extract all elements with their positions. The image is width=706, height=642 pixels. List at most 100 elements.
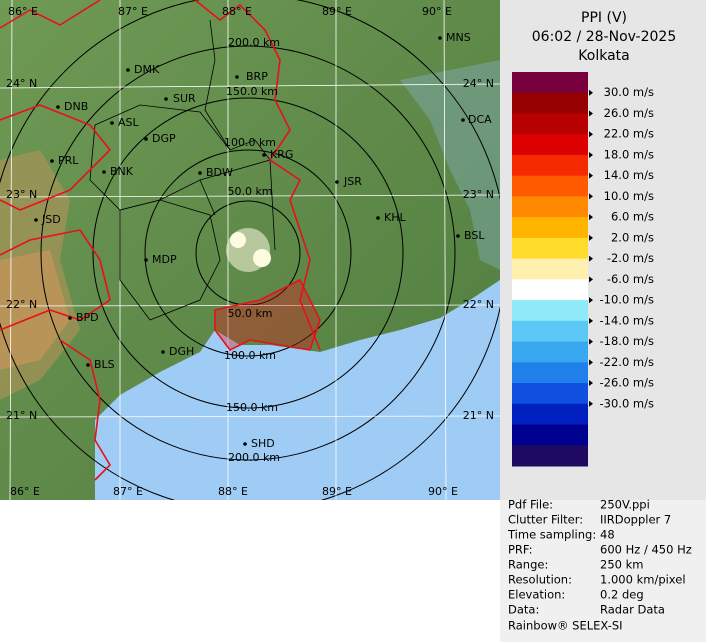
city-dots [34, 36, 465, 446]
city-labels: MNS DMK BRP SUR DNB ASL DCA DGP PRL BNK … [41, 31, 492, 450]
legend-tick [589, 193, 593, 200]
lat-label: 24° N [463, 77, 494, 90]
legend-tick [589, 151, 593, 158]
legend-label: 26.0 m/s [604, 106, 654, 120]
rivers [400, 60, 500, 270]
legend-swatch [512, 279, 588, 301]
legend-tick [589, 89, 593, 96]
ring-label: 100.0 km [224, 349, 276, 362]
legend-label: 18.0 m/s [604, 147, 654, 161]
sea [95, 280, 500, 500]
city-label: KHL [384, 211, 406, 224]
info-value: IIRDoppler 7 [600, 513, 671, 527]
legend-label: 10.0 m/s [604, 189, 654, 203]
legend-swatch [512, 424, 588, 446]
legend-label: 14.0 m/s [604, 168, 654, 182]
map: MNS DMK BRP SUR DNB ASL DCA DGP PRL BNK … [0, 0, 500, 500]
legend-swatch [512, 362, 588, 384]
legend-label: -26.0 m/s [600, 376, 654, 390]
legend-swatch [512, 175, 588, 197]
city-label: JSR [343, 175, 362, 188]
info-value: 0.2 deg [600, 588, 644, 602]
city-label: BSL [464, 229, 485, 242]
ring-label: 200.0 km [228, 451, 280, 464]
legend-tick [589, 276, 593, 283]
city-label: BLS [94, 358, 115, 371]
info-panel [500, 500, 706, 642]
radar-echo [226, 228, 271, 272]
lat-label: 21° N [6, 409, 37, 422]
legend-tick [589, 255, 593, 262]
info-key: Time sampling: [507, 528, 596, 542]
legend-tick [589, 172, 593, 179]
legend-swatch [512, 237, 588, 260]
city-label: DMK [134, 63, 160, 76]
ring-label: 150.0 km [226, 85, 278, 98]
legend-tick [589, 338, 593, 345]
ring [92, 97, 404, 409]
info-value: 48 [600, 528, 615, 542]
lat-label: 23° N [6, 188, 37, 201]
legend-swatch [512, 445, 588, 467]
hills [0, 250, 70, 370]
lon-label: 86° E [8, 5, 38, 18]
lon-label: 88° E [222, 5, 252, 18]
legend-swatch [512, 72, 588, 94]
legend-swatch [512, 383, 588, 405]
legend-tick [589, 297, 593, 304]
city-label: MDP [152, 253, 177, 266]
legend-label: -10.0 m/s [600, 293, 654, 307]
city-label: DGP [152, 132, 176, 145]
info-key: Data: [508, 603, 539, 617]
legend-label: -2.0 m/s [607, 251, 654, 265]
city-label: ASL [118, 116, 140, 129]
legend-label: -22.0 m/s [600, 355, 654, 369]
lon-label: 87° E [113, 485, 143, 498]
ring-label: 50.0 km [227, 185, 272, 198]
city-label: DNB [64, 100, 88, 113]
lat-label: 23° N [463, 188, 494, 201]
city-label: PRL [58, 154, 79, 167]
legend-label: 22.0 m/s [604, 127, 654, 141]
city-label: BNK [110, 165, 134, 178]
lon-label: 90° E [422, 5, 452, 18]
lon-label: 86° E [10, 485, 40, 498]
legend-swatch [512, 134, 588, 156]
city-label: BRP [246, 70, 268, 83]
ring [195, 200, 301, 306]
legend-label: -14.0 m/s [600, 313, 654, 327]
city-label: DGH [169, 345, 194, 358]
legend-swatch [512, 196, 588, 218]
legend-swatch [512, 300, 588, 322]
info-key: Resolution: [508, 573, 572, 587]
timestamp: 06:02 / 28-Nov-2025 [532, 29, 676, 45]
lat-label: 24° N [6, 77, 37, 90]
legend-swatch [512, 217, 588, 239]
legend-tick [589, 131, 593, 138]
lon-label: 90° E [428, 485, 458, 498]
site: Kolkata [578, 48, 629, 64]
legend-swatch [512, 403, 588, 426]
legend-label: -18.0 m/s [600, 334, 654, 348]
legend-label: 2.0 m/s [611, 230, 654, 244]
ring-label: 200.0 km [228, 36, 280, 49]
ring-label: 50.0 km [227, 307, 272, 320]
legend-tick [589, 110, 593, 117]
legend-swatch [512, 258, 588, 280]
info-key: PRF: [508, 543, 533, 557]
legend-swatch [512, 341, 588, 363]
state-borders [0, 0, 321, 481]
ring [40, 45, 456, 461]
lon-label: 88° E [218, 485, 248, 498]
lon-label: 87° E [118, 5, 148, 18]
legend-tick [589, 214, 593, 221]
city-label: MNS [446, 31, 471, 44]
lat-label: 22° N [6, 298, 37, 311]
lat-label: 22° N [463, 298, 494, 311]
ring-label: 100.0 km [224, 136, 276, 149]
graticule-labels: 86° E 87° E 88° E 89° E 90° E 86° E 87° … [6, 5, 494, 498]
legend-tick [589, 380, 593, 387]
city-label: SHD [251, 437, 275, 450]
range-rings [0, 0, 500, 500]
legend-tick [589, 317, 593, 324]
